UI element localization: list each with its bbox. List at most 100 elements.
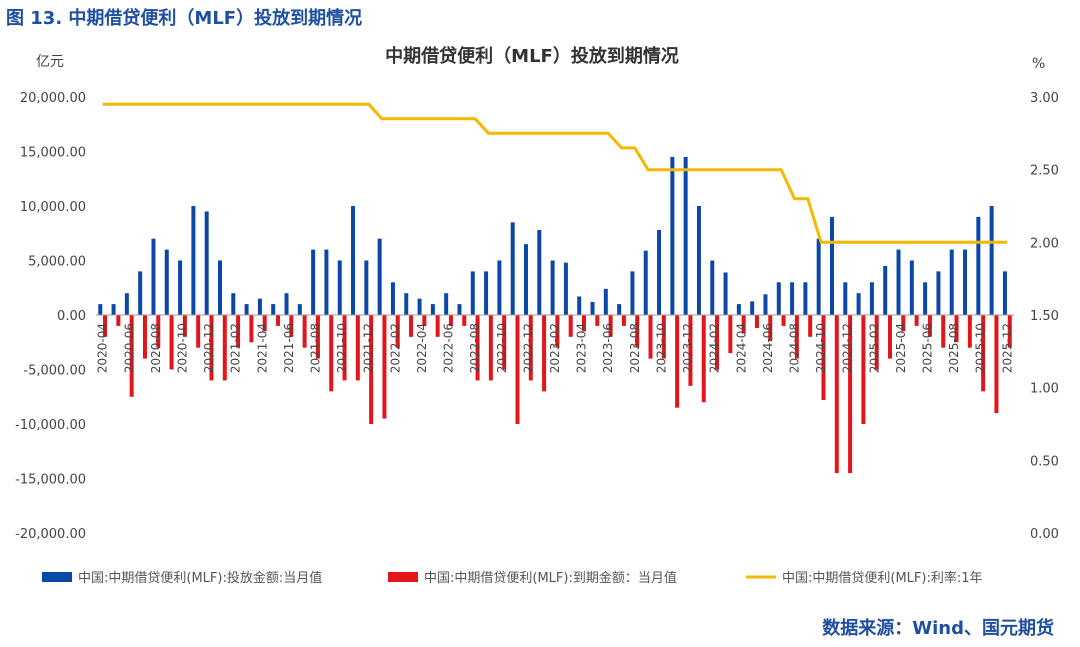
legend: 中国:中期借贷便利(MLF):投放金额:当月值 中国:中期借贷便利(MLF):到… xyxy=(42,570,983,586)
release-bar xyxy=(803,282,808,315)
x-tick-label: 2022-06 xyxy=(442,323,456,373)
x-tick-label: 2021-12 xyxy=(362,323,376,373)
release-bar xyxy=(776,282,781,315)
release-bar xyxy=(417,298,422,315)
left-axis-ticks: 20,000.00 15,000.00 10,000.00 5,000.00 0.00 -… xyxy=(15,91,86,542)
left-tick-label: 10,000.00 xyxy=(20,200,86,215)
left-tick-label: -5,000.00 xyxy=(23,364,86,379)
maturity-bar xyxy=(941,315,946,348)
mlf-chart: 中期借贷便利（MLF）投放到期情况 亿元 % 20,000.00 15,000.0… xyxy=(15,45,1059,586)
maturity-bar xyxy=(542,315,547,392)
maturity-bar xyxy=(781,315,786,326)
maturity-bar xyxy=(409,315,414,337)
maturity-bar xyxy=(768,315,773,342)
maturity-bar xyxy=(502,315,507,370)
maturity-bar xyxy=(249,315,254,343)
maturity-bar xyxy=(568,315,573,337)
release-bar xyxy=(883,265,888,315)
release-bar xyxy=(723,272,728,315)
maturity-bar xyxy=(329,315,334,392)
maturity-bar xyxy=(608,315,613,337)
release-bar xyxy=(244,304,249,315)
release-bar xyxy=(457,304,462,315)
maturity-bar xyxy=(861,315,866,424)
maturity-bar xyxy=(901,315,906,332)
maturity-bar xyxy=(142,315,147,359)
bar-series xyxy=(98,156,1012,474)
maturity-bar xyxy=(182,315,187,337)
release-bar xyxy=(830,216,834,315)
release-bar xyxy=(816,238,821,315)
release-bar xyxy=(524,244,528,315)
x-tick-label: 2021-08 xyxy=(309,323,323,373)
x-tick-label: 2023-10 xyxy=(654,323,668,373)
left-tick-label: -15,000.00 xyxy=(15,473,86,488)
legend-swatch-release xyxy=(42,572,72,582)
x-tick-label: 2021-02 xyxy=(229,323,243,373)
release-bar xyxy=(497,260,502,315)
release-bar xyxy=(949,249,954,315)
x-axis-labels: 2020-04 2020-06 2020-08 2020-10 2020-12 2021-… xyxy=(96,323,1015,373)
left-tick-label: 5,000.00 xyxy=(28,255,86,270)
x-tick-label: 2022-02 xyxy=(388,323,402,373)
release-bar xyxy=(164,249,169,315)
chart-title: 中期借贷便利（MLF）投放到期情况 xyxy=(385,45,679,67)
maturity-bar xyxy=(754,315,759,329)
release-bar xyxy=(351,206,356,315)
x-tick-label: 2025-08 xyxy=(947,323,961,373)
release-bar xyxy=(696,206,701,315)
x-tick-label: 2020-10 xyxy=(175,323,189,373)
release-bar xyxy=(763,294,768,315)
maturity-bar xyxy=(528,315,533,381)
release-bar xyxy=(178,260,183,315)
maturity-bar xyxy=(169,315,174,370)
maturity-bar xyxy=(209,315,214,381)
maturity-bar xyxy=(688,315,693,386)
maturity-bar xyxy=(981,315,986,392)
maturity-bar xyxy=(369,315,374,424)
release-bar xyxy=(577,296,582,315)
x-tick-label: 2024-04 xyxy=(734,323,748,373)
left-tick-label: 20,000.00 xyxy=(20,91,86,106)
x-tick-label: 2021-10 xyxy=(335,323,349,373)
x-tick-label: 2024-12 xyxy=(841,323,855,373)
x-tick-label: 2022-10 xyxy=(495,323,509,373)
x-tick-label: 2023-08 xyxy=(628,323,642,373)
maturity-bar xyxy=(741,315,746,334)
maturity-bar xyxy=(582,315,586,332)
release-bar xyxy=(484,271,489,315)
release-bar xyxy=(963,249,968,315)
x-tick-label: 2022-12 xyxy=(521,323,535,373)
right-tick-label: 0.00 xyxy=(1030,527,1059,542)
maturity-bar xyxy=(994,315,999,414)
right-tick-label: 3.00 xyxy=(1030,91,1059,106)
release-bar xyxy=(750,301,755,315)
x-tick-label: 2022-04 xyxy=(415,323,429,373)
legend-label-maturity: 中国:中期借贷便利(MLF):到期金额：当月值 xyxy=(424,570,677,586)
x-tick-label: 2020-06 xyxy=(122,323,136,373)
maturity-bar xyxy=(821,315,826,401)
release-bar xyxy=(111,304,116,315)
release-bar xyxy=(1002,271,1007,315)
release-bar xyxy=(563,262,568,315)
x-tick-label: 2023-06 xyxy=(601,323,615,373)
maturity-bar xyxy=(129,315,134,397)
x-tick-label: 2023-04 xyxy=(575,323,589,373)
maturity-bar xyxy=(555,315,560,348)
release-bar xyxy=(231,293,236,315)
release-bar xyxy=(909,260,914,315)
maturity-bar xyxy=(834,315,839,474)
maturity-bar xyxy=(635,315,640,348)
maturity-bar xyxy=(967,315,972,348)
maturity-bar xyxy=(715,315,720,370)
maturity-bar xyxy=(808,315,813,337)
x-tick-label: 2025-12 xyxy=(1000,323,1014,373)
maturity-bar xyxy=(262,315,267,332)
release-bar xyxy=(311,249,316,315)
x-tick-label: 2021-06 xyxy=(282,323,296,373)
maturity-bar xyxy=(1007,315,1012,348)
maturity-bar xyxy=(395,315,400,348)
maturity-bar xyxy=(621,315,626,326)
release-bar xyxy=(364,260,369,315)
release-bar xyxy=(590,301,595,315)
